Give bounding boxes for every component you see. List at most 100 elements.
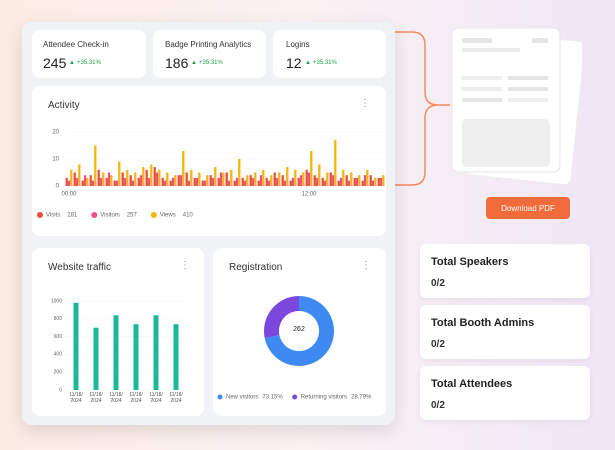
bar <box>297 177 300 186</box>
y-tick-label: 20 <box>52 130 59 136</box>
bar <box>182 150 185 186</box>
bar <box>185 172 188 186</box>
bar <box>366 169 369 186</box>
bar <box>134 172 137 186</box>
bar <box>118 161 121 186</box>
summary-value: 0/2 <box>431 278 445 289</box>
donut-center <box>279 311 319 351</box>
bar <box>209 175 212 186</box>
legend-marker <box>91 212 98 218</box>
bar <box>259 175 263 186</box>
legend-label: New visitors <box>226 395 258 401</box>
card-title: Registration <box>229 262 283 273</box>
y-tick-label: 0 <box>59 387 62 393</box>
bar <box>158 169 161 186</box>
bar <box>193 177 196 186</box>
menu-icon[interactable]: ⋮ <box>180 260 190 271</box>
bar <box>337 180 340 186</box>
bar <box>198 172 201 186</box>
bar <box>145 169 148 186</box>
bar <box>254 172 257 186</box>
bar <box>331 175 335 186</box>
bar <box>310 150 313 186</box>
bar <box>91 180 95 186</box>
download-button[interactable]: Download PDF <box>486 197 570 219</box>
x-tick-label: 11/18/ 2024 <box>109 392 123 404</box>
bar <box>227 180 231 186</box>
x-tick-label: 11/18/ 2024 <box>149 392 163 404</box>
bar <box>94 145 97 186</box>
pie-slice <box>264 296 299 339</box>
bar <box>190 169 193 186</box>
bar <box>115 180 119 186</box>
bar <box>81 180 84 186</box>
bar <box>217 177 220 186</box>
bar <box>131 180 135 186</box>
stat-value: 245 <box>43 55 67 71</box>
bar <box>147 177 151 186</box>
bar <box>166 172 169 186</box>
bar <box>289 180 292 186</box>
bar <box>358 175 361 186</box>
menu-icon[interactable]: ⋮ <box>360 98 370 109</box>
bar <box>371 180 375 186</box>
bar <box>113 180 116 186</box>
summary-value: 0/2 <box>431 339 445 350</box>
bar <box>353 177 356 186</box>
bar <box>201 180 204 186</box>
bar <box>334 140 337 186</box>
x-tick-label: 11/18/ 2024 <box>69 392 83 404</box>
legend-label: Returning visitors <box>301 395 347 401</box>
x-tick-label: 12:00 <box>301 192 317 198</box>
legend-value: 73.15% <box>262 395 283 401</box>
stat-card: Badge Printing Analytics 186 ▲ +35.31% <box>153 30 266 78</box>
legend-label: Views <box>160 213 176 219</box>
bar <box>257 180 260 186</box>
x-tick-label: 11/18/ 2024 <box>89 392 103 404</box>
bar <box>110 175 113 186</box>
bar <box>273 172 276 186</box>
stat-change: +35.31% <box>199 60 223 66</box>
bar <box>126 169 129 186</box>
stat-card: Logins 12 ▲ +35.31% <box>273 30 386 78</box>
bar <box>302 172 305 186</box>
bar <box>230 169 233 186</box>
y-tick-label: 0 <box>56 184 60 190</box>
stat-title: Logins <box>286 40 310 49</box>
bar <box>93 327 99 390</box>
y-tick-label: 600 <box>54 334 63 340</box>
stat-change: +35.31% <box>77 60 101 66</box>
stat-title: Badge Printing Analytics <box>165 40 252 49</box>
legend-label: Visitors <box>100 213 120 219</box>
y-tick-label: 400 <box>54 352 63 358</box>
stat-card: Attendee Check-in 245 ▲ +35.31% <box>32 30 146 78</box>
bar <box>233 180 236 186</box>
bar <box>73 172 76 186</box>
bar <box>203 180 207 186</box>
bar <box>129 175 132 186</box>
bar <box>153 167 156 186</box>
bar <box>342 169 345 186</box>
bar <box>270 175 273 186</box>
bar <box>179 175 183 186</box>
bar <box>238 159 241 186</box>
summary-title: Total Speakers <box>431 256 509 268</box>
bar <box>142 167 145 186</box>
stat-change: +35.31% <box>313 60 337 66</box>
activity-card: Activity ⋮ <box>32 86 386 236</box>
bar <box>294 169 297 186</box>
bar <box>355 177 359 186</box>
legend-value: 281 <box>67 213 78 219</box>
bar <box>281 175 284 186</box>
bar <box>70 169 73 186</box>
donut-total: 262 <box>293 326 305 333</box>
x-tick-label: 00:00 <box>61 192 77 198</box>
legend-label: Visits <box>46 213 60 219</box>
menu-icon[interactable]: ⋮ <box>361 260 371 271</box>
y-tick-label: 10 <box>52 157 59 163</box>
bar <box>219 172 223 186</box>
bar <box>326 172 329 186</box>
